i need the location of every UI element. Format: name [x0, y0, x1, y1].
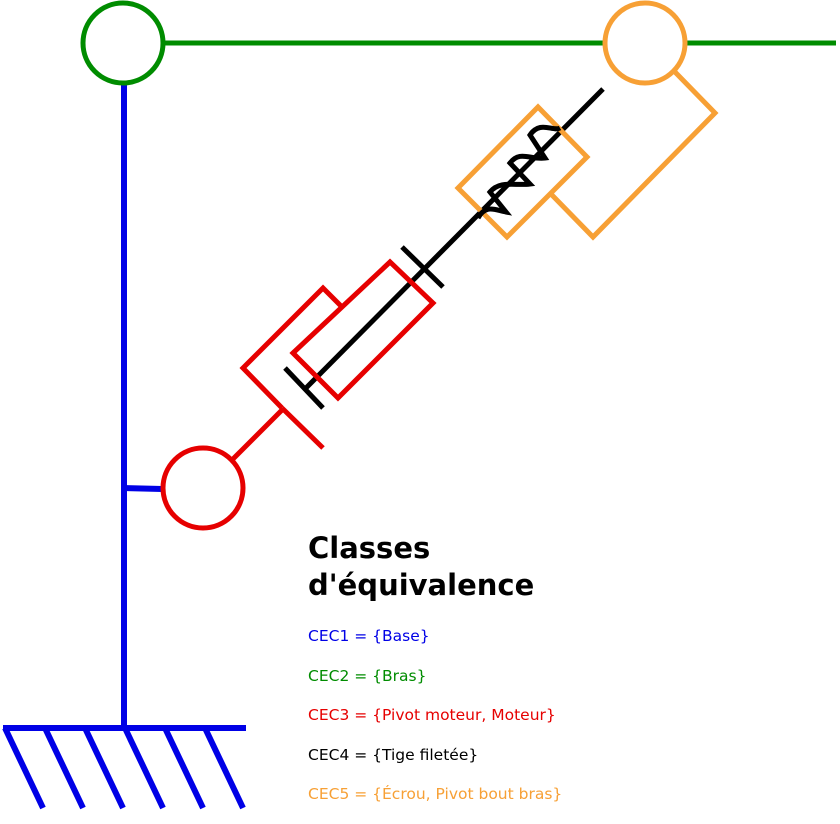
nut-body — [454, 103, 591, 241]
motor-pivot-joint — [160, 445, 246, 531]
threaded-rod — [304, 87, 605, 390]
arm-end-pivot-joint — [602, 0, 688, 86]
legend-item-cec2: CEC2 = {Bras} — [308, 666, 427, 685]
motor-outer-housing — [239, 284, 345, 410]
motor-inner-body — [289, 258, 437, 402]
legend-list: CEC1 = {Base} CEC2 = {Bras} CEC3 = {Pivo… — [308, 626, 562, 824]
base-class-cec1 — [2, 85, 246, 810]
legend-item-cec5: CEC5 = {Écrou, Pivot bout bras} — [308, 785, 563, 803]
arm-class-cec2 — [80, 0, 836, 86]
rod-end-stop — [283, 366, 325, 410]
legend-item-cec3: CEC3 = {Pivot moteur, Moteur} — [308, 706, 556, 724]
rod-collar — [400, 245, 445, 289]
motor-class-cec3 — [160, 258, 437, 531]
legend-title-line1: Classes — [308, 531, 431, 565]
base-branch-to-motor-pivot — [123, 485, 163, 492]
thread-spring-symbol — [475, 124, 562, 220]
motor-link-bar — [280, 406, 325, 450]
legend-title-line2: d'équivalence — [308, 568, 535, 602]
motor-link — [230, 407, 285, 462]
legend-item-cec4: CEC4 = {Tige filetée} — [308, 745, 479, 764]
legend-item-cec1: CEC1 = {Base} — [308, 627, 430, 645]
end-pivot-bracket — [548, 70, 719, 241]
ground-hatching — [2, 726, 246, 810]
legend-title: Classes d'équivalence — [308, 530, 534, 604]
arm-base-pivot-joint — [80, 0, 166, 86]
threaded-rod-class-cec4 — [283, 87, 605, 410]
nut-class-cec5 — [454, 0, 719, 241]
